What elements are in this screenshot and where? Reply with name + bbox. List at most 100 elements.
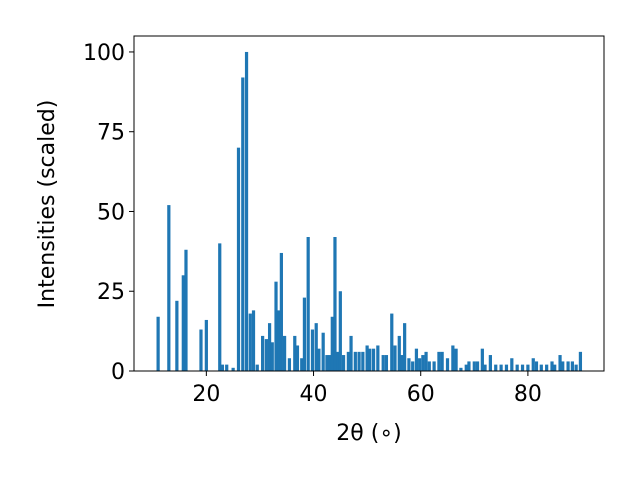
bar: [204, 319, 208, 371]
bar: [515, 364, 519, 371]
bar: [220, 364, 225, 371]
bar: [451, 345, 455, 371]
x-tick-label: 20: [192, 382, 220, 407]
bar: [539, 364, 543, 371]
bar: [418, 358, 422, 371]
bar: [393, 345, 397, 371]
bar: [295, 345, 300, 371]
bar: [277, 310, 281, 371]
bar: [328, 355, 332, 371]
bar: [368, 348, 372, 371]
x-tick-label: 80: [514, 382, 542, 407]
bar: [390, 313, 394, 371]
bar: [353, 351, 357, 371]
bar: [310, 329, 315, 371]
bar: [184, 249, 188, 371]
bar: [534, 361, 539, 371]
bar: [407, 358, 411, 371]
bar: [437, 351, 441, 371]
bar: [287, 358, 292, 371]
bar: [346, 351, 350, 371]
bar: [302, 297, 307, 371]
bar: [381, 355, 385, 371]
bar: [432, 361, 436, 371]
bar: [261, 335, 265, 371]
bar: [371, 348, 376, 371]
bar: [267, 323, 272, 371]
bar: [357, 351, 361, 371]
bar: [338, 291, 342, 371]
bar: [494, 364, 498, 371]
bar: [321, 332, 325, 371]
bar: [440, 351, 444, 371]
bar: [225, 364, 229, 371]
bar: [248, 313, 252, 371]
bar: [181, 275, 185, 371]
bar: [570, 361, 574, 371]
bar: [336, 351, 340, 371]
bar: [264, 339, 268, 371]
bar: [306, 237, 310, 371]
y-tick-label: 0: [111, 360, 125, 385]
bar: [293, 335, 297, 371]
plot-frame: [133, 35, 605, 372]
x-axis-label: 2θ (∘): [336, 421, 401, 446]
bar: [561, 361, 565, 371]
bar: [472, 361, 476, 371]
bar: [467, 361, 471, 371]
bar: [403, 323, 407, 371]
bar: [545, 364, 549, 371]
bar: [400, 355, 404, 371]
y-tick-label: 100: [83, 41, 125, 66]
bar: [274, 281, 278, 371]
bar: [236, 147, 241, 371]
bar: [361, 351, 365, 371]
bar: [156, 316, 160, 371]
bar: [574, 364, 578, 371]
bar: [483, 364, 487, 371]
bar: [504, 364, 509, 371]
bar: [480, 348, 484, 371]
bar: [199, 329, 203, 371]
bar: [241, 77, 245, 371]
bar: [424, 351, 428, 371]
bar: [175, 300, 179, 371]
bar: [464, 364, 468, 371]
bar: [475, 361, 480, 371]
bar: [520, 364, 525, 371]
y-tick-label: 75: [97, 121, 125, 146]
bar: [244, 51, 249, 371]
x-tick-label: 60: [407, 382, 435, 407]
bar: [325, 355, 329, 371]
bar: [510, 358, 514, 371]
y-tick-label: 50: [97, 200, 125, 225]
bar: [333, 237, 337, 371]
bar: [317, 348, 321, 371]
bar: [167, 205, 171, 371]
bar: [218, 243, 222, 371]
bar: [526, 364, 530, 371]
bar: [411, 361, 415, 371]
bar: [270, 342, 274, 371]
bar: [282, 335, 287, 371]
bar: [499, 364, 503, 371]
bar: [421, 355, 425, 371]
bar: [397, 335, 401, 371]
bar: [454, 348, 458, 371]
bar: [300, 358, 304, 371]
bar: [349, 335, 353, 371]
bar: [578, 351, 583, 371]
bar: [558, 355, 562, 371]
bar: [384, 355, 389, 371]
bar: [279, 252, 283, 371]
bar: [231, 367, 235, 371]
bar: [531, 358, 535, 371]
bar: [365, 345, 369, 371]
bar: [488, 355, 492, 371]
bar: [251, 310, 256, 371]
bar: [445, 358, 450, 371]
y-tick-label: 25: [97, 280, 125, 305]
bar: [341, 355, 346, 371]
bar: [459, 367, 463, 371]
